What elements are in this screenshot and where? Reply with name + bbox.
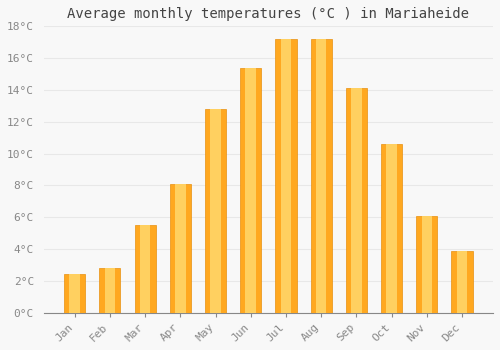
Bar [64,274,85,313]
Bar [246,68,256,313]
Bar [276,39,296,313]
Bar [100,268,120,313]
Bar [457,251,468,313]
Title: Average monthly temperatures (°C ) in Mariaheide: Average monthly temperatures (°C ) in Ma… [68,7,469,21]
Bar [170,184,191,313]
Bar [386,144,397,313]
Bar [452,251,472,313]
Bar [140,225,150,313]
Bar [422,216,432,313]
Bar [381,144,402,313]
Bar [310,39,332,313]
Bar [351,88,362,313]
Bar [104,268,115,313]
Bar [316,39,326,313]
Bar [240,68,262,313]
Bar [346,88,367,313]
Bar [175,184,186,313]
Bar [70,274,80,313]
Bar [205,109,226,313]
Bar [210,109,221,313]
Bar [280,39,291,313]
Bar [416,216,438,313]
Bar [134,225,156,313]
